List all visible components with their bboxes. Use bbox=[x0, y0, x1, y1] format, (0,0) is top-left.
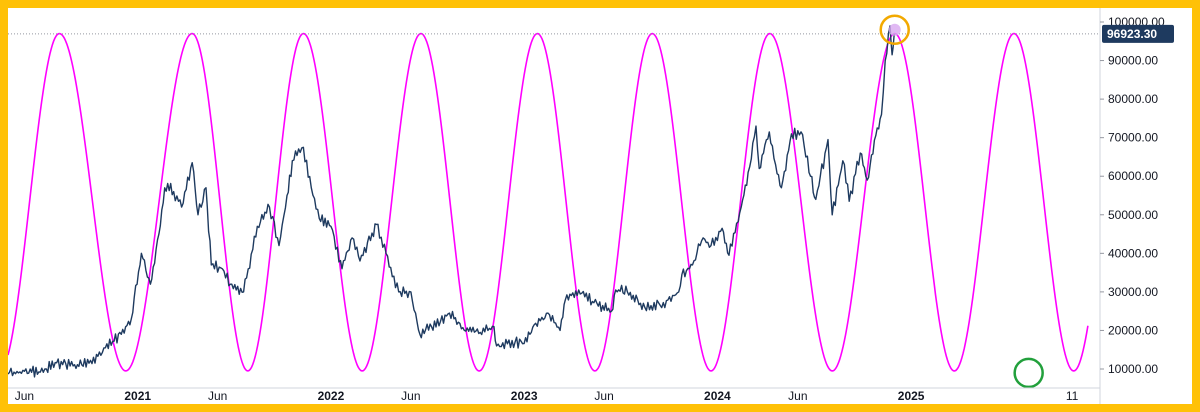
x-tick-label: 2022 bbox=[318, 389, 345, 403]
x-tick-label: 2025 bbox=[898, 389, 925, 403]
x-tick-label: 2021 bbox=[124, 389, 151, 403]
y-tick-label: 50000.00 bbox=[1108, 208, 1158, 222]
cycle-top-marker bbox=[879, 14, 910, 45]
x-axis: Jun 2021 Jun 2022 Jun 2023 Jun 2024 Jun 2025 11 bbox=[8, 387, 1100, 403]
x-tick-label: Jun bbox=[15, 389, 34, 403]
last-price-label: 96923.30 bbox=[1107, 27, 1157, 41]
x-tick-label: 2023 bbox=[511, 389, 538, 403]
y-tick-label: 70000.00 bbox=[1108, 131, 1158, 145]
y-tick-label: 30000.00 bbox=[1108, 285, 1158, 299]
top-highlight-dot bbox=[888, 23, 901, 36]
x-tick-label: Jun bbox=[788, 389, 807, 403]
annotation-layer bbox=[8, 14, 1100, 389]
x-tick-label: Jun bbox=[208, 389, 227, 403]
y-tick-label: 60000.00 bbox=[1108, 169, 1158, 183]
y-tick-label: 40000.00 bbox=[1108, 246, 1158, 260]
x-tick-label: Jun bbox=[401, 389, 420, 403]
y-tick-label: 10000.00 bbox=[1108, 362, 1158, 376]
price-series-line bbox=[8, 25, 895, 378]
y-axis: 100000.0090000.0080000.0070000.0060000.0… bbox=[1099, 8, 1174, 404]
x-tick-label: 2024 bbox=[704, 389, 731, 403]
cycle-sine-line bbox=[8, 32, 1089, 372]
y-tick-label: 90000.00 bbox=[1108, 54, 1158, 68]
x-tick-label: Jun bbox=[594, 389, 613, 403]
y-tick-label: 20000.00 bbox=[1108, 323, 1158, 337]
cycle-layer bbox=[8, 32, 1089, 372]
cycle-bottom-marker bbox=[1013, 357, 1044, 389]
chart-svg: 100000.0090000.0080000.0070000.0060000.0… bbox=[8, 8, 1174, 404]
price-layer bbox=[8, 25, 895, 378]
chart-frame: 100000.00 90000.00 80000.00 70000.00 60000.0… bbox=[8, 8, 1192, 404]
last-price-tag bbox=[1102, 24, 1174, 43]
x-tick-label: 11 bbox=[1066, 389, 1079, 403]
y-tick-label: 80000.00 bbox=[1108, 92, 1158, 106]
